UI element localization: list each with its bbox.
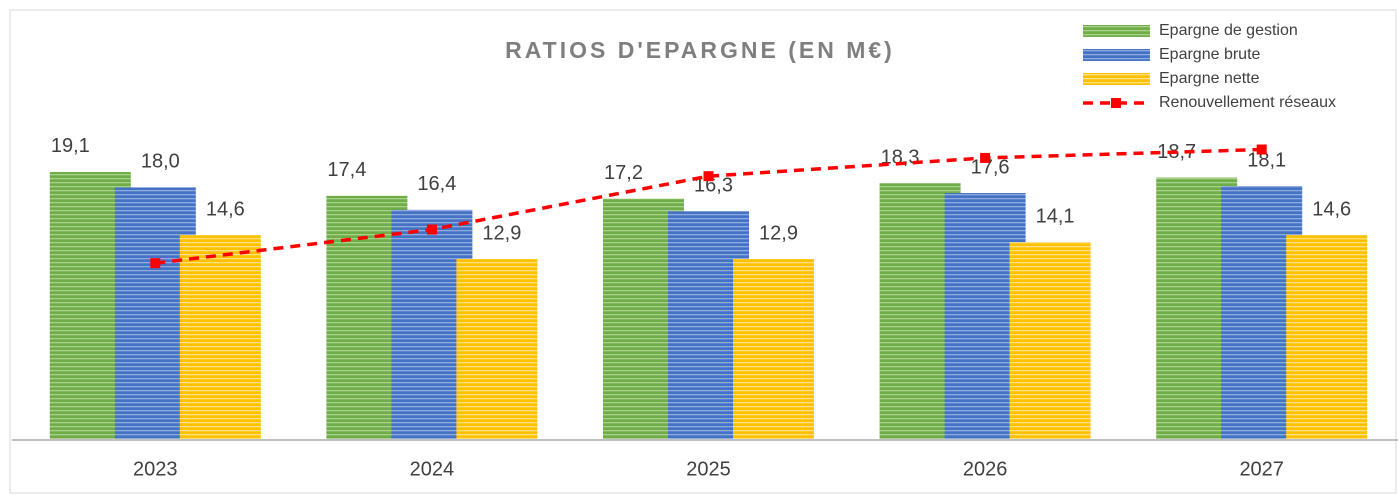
x-tick-label: 2023 [133,458,178,480]
x-tick-label: 2026 [963,458,1008,480]
bar [1286,235,1368,440]
line-marker [150,258,161,269]
line-marker [426,224,437,235]
line-marker [703,171,714,182]
data-label: 14,6 [1312,198,1351,220]
legend-swatch [1083,25,1150,37]
data-label: 18,0 [141,151,180,173]
x-tick-label: 2024 [410,458,455,480]
legend-label: Epargne brute [1159,46,1261,63]
legend-label: Epargne nette [1159,70,1260,87]
legend-swatch [1083,73,1150,85]
data-label: 14,6 [206,198,245,220]
legend-label: Epargne de gestion [1159,22,1298,39]
x-tick-label: 2027 [1239,458,1284,480]
bar [1009,242,1091,440]
data-label: 16,4 [417,173,456,195]
data-label: 14,1 [1036,205,1075,227]
legend-label: Renouvellement réseaux [1159,94,1336,111]
bar [733,258,814,440]
data-label: 18,3 [881,146,920,168]
data-label: 19,1 [51,135,90,157]
data-label: 17,2 [604,162,643,184]
legend-swatch [1083,49,1150,61]
bar [456,258,538,440]
line-marker [1256,144,1267,155]
data-label: 18,1 [1247,149,1286,171]
legend-marker [1111,98,1121,108]
data-label: 12,9 [482,222,521,244]
bar [179,235,261,440]
data-label: 17,4 [327,159,366,181]
line-marker [980,152,991,163]
data-label: 12,9 [759,222,798,244]
chart-title: RATIOS D'EPARGNE (EN M€) [505,37,895,63]
x-tick-label: 2025 [686,458,731,480]
